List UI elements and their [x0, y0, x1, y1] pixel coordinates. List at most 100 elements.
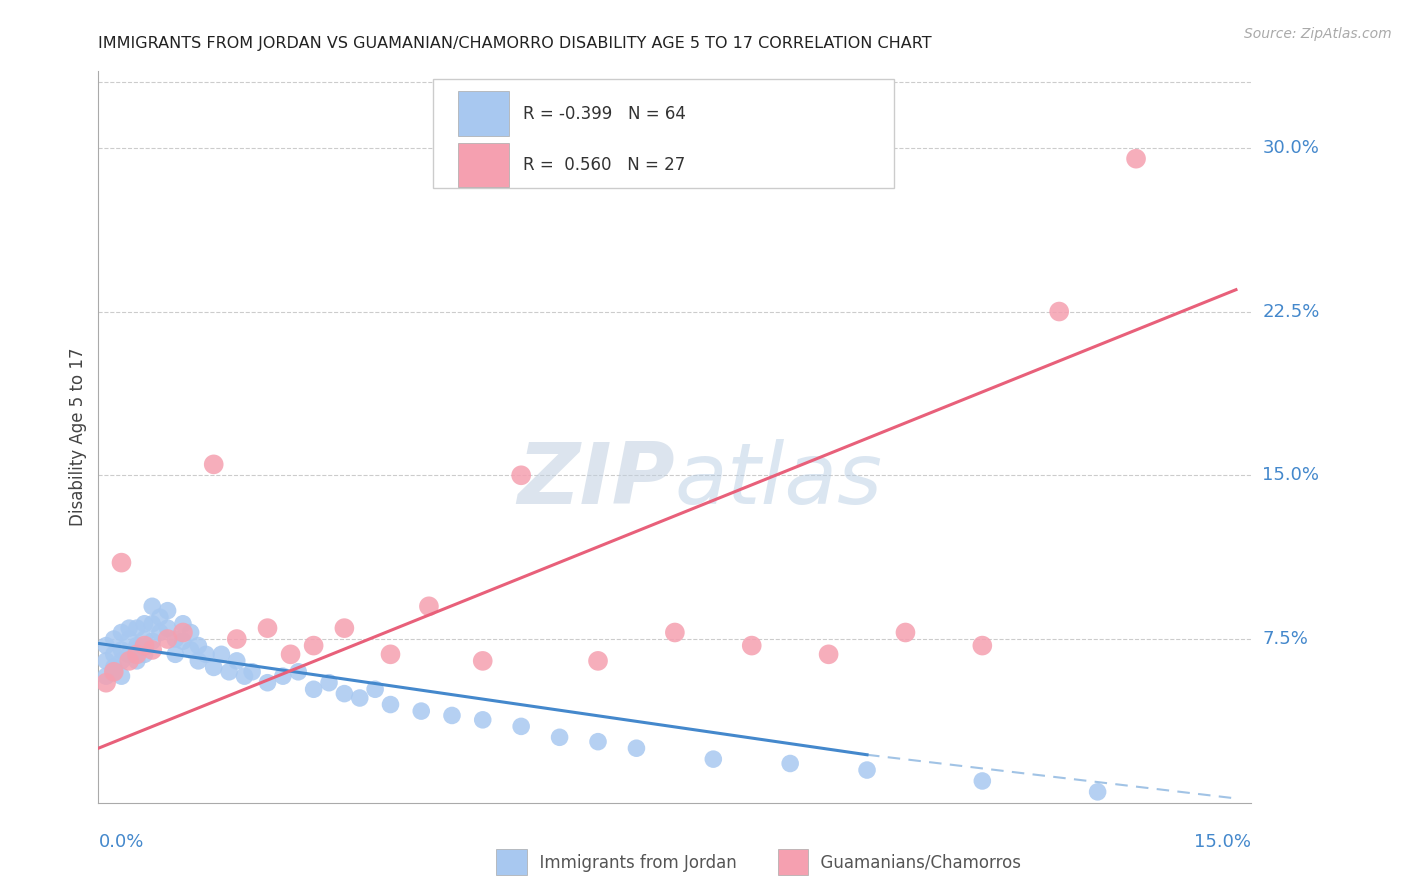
- Point: [271, 669, 294, 683]
- Point: [380, 698, 402, 712]
- Point: [149, 610, 172, 624]
- Point: [141, 634, 163, 648]
- Point: [110, 654, 132, 668]
- Point: [856, 763, 879, 777]
- Point: [165, 632, 187, 646]
- Text: 30.0%: 30.0%: [1263, 139, 1319, 157]
- Point: [125, 621, 148, 635]
- Point: [202, 458, 225, 472]
- Text: Guamanians/Chamorros: Guamanians/Chamorros: [810, 854, 1021, 871]
- Point: [779, 756, 801, 771]
- Point: [664, 625, 686, 640]
- FancyBboxPatch shape: [458, 92, 509, 136]
- Point: [125, 654, 148, 668]
- Point: [817, 648, 839, 662]
- Point: [225, 632, 247, 646]
- Text: Source: ZipAtlas.com: Source: ZipAtlas.com: [1244, 27, 1392, 41]
- Point: [202, 660, 225, 674]
- Point: [333, 687, 356, 701]
- Point: [218, 665, 240, 679]
- Point: [103, 632, 125, 646]
- Point: [256, 675, 278, 690]
- Point: [141, 599, 163, 614]
- Point: [302, 639, 325, 653]
- Point: [440, 708, 463, 723]
- Text: 15.0%: 15.0%: [1263, 467, 1319, 484]
- Point: [187, 639, 209, 653]
- Text: IMMIGRANTS FROM JORDAN VS GUAMANIAN/CHAMORRO DISABILITY AGE 5 TO 17 CORRELATION : IMMIGRANTS FROM JORDAN VS GUAMANIAN/CHAM…: [98, 36, 932, 51]
- Point: [141, 616, 163, 631]
- Point: [125, 639, 148, 653]
- Point: [134, 648, 156, 662]
- Point: [103, 665, 125, 679]
- Point: [103, 648, 125, 662]
- Point: [972, 639, 994, 653]
- Point: [156, 632, 179, 646]
- Point: [302, 682, 325, 697]
- Point: [411, 704, 433, 718]
- Point: [94, 669, 117, 683]
- Point: [103, 660, 125, 674]
- Point: [94, 675, 117, 690]
- Point: [548, 731, 571, 745]
- Point: [256, 621, 278, 635]
- Text: 0.0%: 0.0%: [98, 833, 143, 851]
- Point: [471, 654, 494, 668]
- Point: [287, 665, 309, 679]
- Point: [418, 599, 440, 614]
- Point: [380, 648, 402, 662]
- Point: [172, 634, 194, 648]
- Point: [333, 621, 356, 635]
- Point: [510, 468, 533, 483]
- Point: [110, 643, 132, 657]
- Point: [118, 621, 141, 635]
- Point: [134, 639, 156, 653]
- Point: [134, 616, 156, 631]
- Text: R =  0.560   N = 27: R = 0.560 N = 27: [523, 156, 685, 174]
- Point: [280, 648, 302, 662]
- Point: [110, 556, 132, 570]
- Y-axis label: Disability Age 5 to 17: Disability Age 5 to 17: [69, 348, 87, 526]
- Point: [894, 625, 917, 640]
- Point: [180, 625, 202, 640]
- Text: ZIP: ZIP: [517, 440, 675, 523]
- Point: [349, 691, 371, 706]
- Point: [195, 648, 218, 662]
- Text: atlas: atlas: [675, 440, 883, 523]
- Point: [110, 669, 132, 683]
- Point: [240, 665, 263, 679]
- Point: [364, 682, 387, 697]
- Point: [180, 643, 202, 657]
- Point: [1125, 152, 1147, 166]
- Text: 15.0%: 15.0%: [1194, 833, 1251, 851]
- Point: [103, 665, 125, 679]
- Point: [156, 604, 179, 618]
- Text: Immigrants from Jordan: Immigrants from Jordan: [529, 854, 737, 871]
- Point: [149, 625, 172, 640]
- Point: [94, 639, 117, 653]
- Point: [1047, 304, 1070, 318]
- Point: [172, 625, 194, 640]
- Point: [586, 654, 609, 668]
- Point: [209, 648, 232, 662]
- Point: [972, 774, 994, 789]
- Point: [110, 625, 132, 640]
- FancyBboxPatch shape: [433, 78, 894, 188]
- Point: [172, 616, 194, 631]
- Point: [471, 713, 494, 727]
- Text: R = -0.399   N = 64: R = -0.399 N = 64: [523, 104, 686, 123]
- Text: 7.5%: 7.5%: [1263, 630, 1309, 648]
- Point: [626, 741, 648, 756]
- Point: [94, 654, 117, 668]
- Point: [118, 632, 141, 646]
- Point: [141, 643, 163, 657]
- Point: [741, 639, 763, 653]
- Point: [510, 719, 533, 733]
- Point: [118, 654, 141, 668]
- Point: [225, 654, 247, 668]
- Text: 22.5%: 22.5%: [1263, 302, 1320, 320]
- Point: [125, 648, 148, 662]
- Point: [125, 643, 148, 657]
- Point: [118, 648, 141, 662]
- Point: [586, 734, 609, 748]
